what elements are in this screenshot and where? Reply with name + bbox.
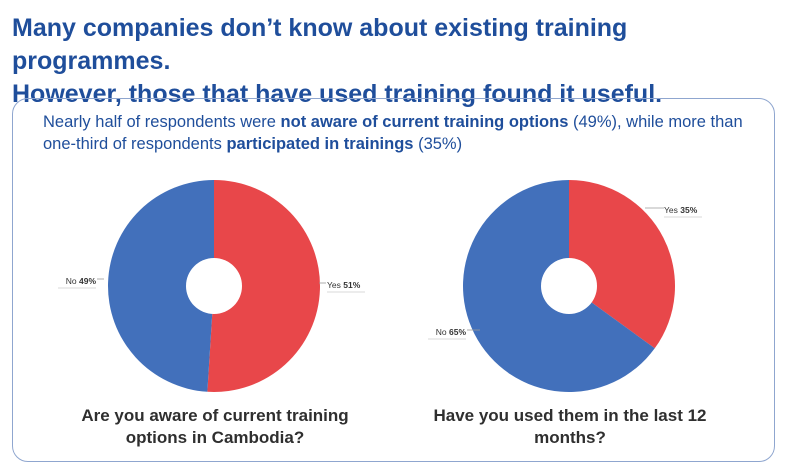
intro-part-2: (49%), while more than one-third of resp…: [43, 113, 743, 153]
slice-label-no: No 65%: [436, 327, 467, 337]
slice-label-no: No 49%: [66, 276, 97, 286]
chart-panel: Nearly half of respondents were not awar…: [12, 98, 775, 462]
slice-label-value: 35%: [680, 205, 697, 215]
chart-title-aware: Are you aware of current training option…: [81, 406, 349, 447]
pie-slice-yes: [569, 180, 676, 349]
slice-label-value: 49%: [79, 276, 96, 286]
slice-label-yes: Yes 51%: [327, 280, 361, 290]
slice-label-category: No: [66, 276, 79, 286]
pie-slice-yes: [207, 180, 320, 392]
donut-hole: [541, 258, 597, 314]
intro-part-1: Nearly half of respondents were: [43, 113, 281, 131]
intro-part-3: (35%): [413, 135, 463, 153]
slice-label-category: Yes: [664, 205, 680, 215]
headline-line-1: Many companies don’t know about existing…: [12, 14, 628, 75]
pie-chart-used: Yes 35% No 65%: [428, 180, 702, 392]
donut-hole: [186, 258, 242, 314]
pie-slice-no: [107, 180, 214, 392]
slice-label-value: 65%: [449, 327, 466, 337]
headline: Many companies don’t know about existing…: [12, 12, 787, 111]
slice-label-value: 51%: [343, 280, 360, 290]
slice-label-category: No: [436, 327, 449, 337]
intro-bold-2: participated in trainings: [226, 135, 414, 153]
intro-text: Nearly half of respondents were not awar…: [43, 111, 763, 155]
pie-chart-aware: Yes 51% No 49%: [58, 180, 365, 392]
intro-bold-1: not aware of current training options: [280, 113, 569, 131]
chart-title-used: Have you used them in the last 12 months…: [433, 406, 707, 447]
slice-label-category: Yes: [327, 280, 343, 290]
slice-label-yes: Yes 35%: [664, 205, 698, 215]
headline-line-2: However, those that have used training f…: [12, 80, 663, 108]
